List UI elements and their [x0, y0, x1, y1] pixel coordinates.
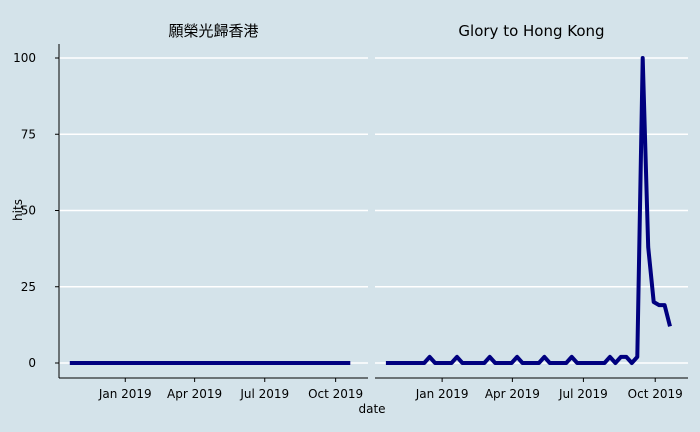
x-tick-label: Apr 2019: [485, 387, 540, 401]
series-lines: [69, 56, 672, 365]
x-tick-label: Jan 2019: [98, 387, 152, 401]
tick-labels: 0 25 50 75 100 Jan 2019 Apr 2019 Jul 2019 Oct 20…: [13, 51, 683, 401]
axes: [55, 44, 688, 382]
x-tick-label: Jul 2019: [239, 387, 289, 401]
x-tick-label: Apr 2019: [167, 387, 222, 401]
x-tick-label: Jul 2019: [558, 387, 608, 401]
panel-title: 願榮光歸香港: [168, 22, 258, 40]
series-line: [385, 56, 672, 365]
panel-titles: 願榮光歸香港 Glory to Hong Kong: [168, 22, 604, 40]
y-tick-label: 0: [28, 356, 36, 370]
y-axis-label: hits: [11, 199, 25, 221]
y-tick-label: 50: [21, 204, 36, 218]
x-axis-label: date: [358, 402, 385, 416]
panel-title: Glory to Hong Kong: [458, 22, 604, 40]
y-tick-label: 25: [21, 280, 36, 294]
x-tick-label: Jan 2019: [415, 387, 469, 401]
x-tick-label: Oct 2019: [308, 387, 363, 401]
x-tick-label: Oct 2019: [628, 387, 683, 401]
gridlines: [59, 57, 688, 364]
y-tick-label: 75: [21, 127, 36, 141]
y-tick-label: 100: [13, 51, 36, 65]
